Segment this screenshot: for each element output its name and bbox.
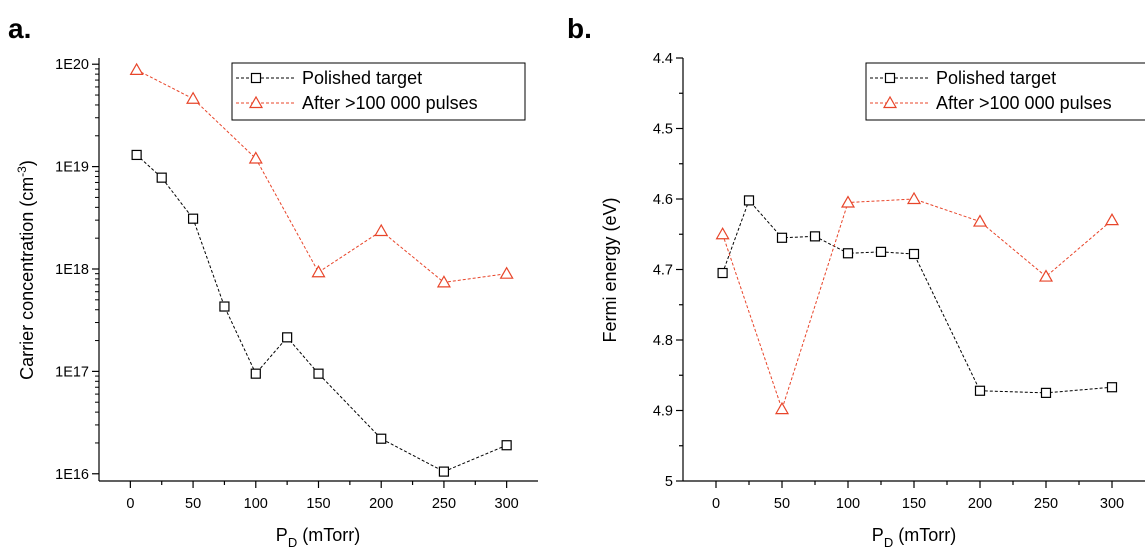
panel-b-data-point [840, 195, 856, 208]
panel-b-data-point [743, 195, 755, 206]
panel-a-y-tick-label: 1E19 [55, 160, 89, 176]
panel-b-legend-marker [884, 72, 896, 84]
panel-b-data-point [908, 248, 920, 260]
panel-a-x-axis-title: PD (mTorr) [276, 525, 360, 548]
panel-b-data-point [875, 246, 887, 257]
panel-a-series-line [136, 154, 507, 473]
panel-b-data-point [715, 227, 730, 240]
panel-b-y-tick-label: 4.4 [653, 51, 673, 67]
panel-b-data-point [972, 214, 988, 227]
panel-b-x-tick-label: 50 [774, 496, 790, 512]
panel-b-data-point [1106, 382, 1118, 393]
panel-b-y-tick-label: 4.5 [653, 122, 673, 138]
panel-a-carrier-concentration-chart: a. 0 50 100 150 200 250 300 1E16 1E17 1E18 1E19 1E20… [8, 13, 538, 548]
panel-a-data-point [129, 62, 144, 75]
panel-b-x-tick-label: 200 [968, 496, 992, 512]
panel-a-legend-marker [250, 72, 262, 84]
panel-b-x-tick-label: 100 [836, 496, 860, 512]
panel-a-data-point [156, 172, 167, 183]
panel-a-y-axis-title: Carrier concentration (cm-3) [15, 160, 37, 380]
panel-a-data-point [250, 368, 261, 379]
panel-a-data-point [282, 332, 293, 343]
panel-b-series-polished-target [717, 195, 1118, 398]
panel-b-data-point [717, 267, 728, 279]
panel-a-data-point [376, 433, 387, 444]
panel-b-legend-box [865, 62, 1145, 121]
panel-b-series-after-pulses [715, 191, 1120, 415]
panel-b-data-point [776, 232, 788, 243]
panel-a-y-tick-label: 1E17 [55, 364, 89, 380]
panel-b-data-point [1038, 269, 1054, 282]
panel-b-series-line [722, 198, 1113, 411]
panel-b-letter: b. [567, 13, 592, 44]
panel-b-legend-marker [882, 95, 898, 109]
panel-a-data-point [248, 151, 263, 164]
panel-a-legend-marker [248, 95, 264, 109]
panel-a-data-point [438, 466, 450, 477]
panel-b-legend-label: After >100 000 pulses [936, 93, 1112, 113]
panel-b-y-tick-label: 5 [665, 474, 673, 490]
panel-a-x-tick-label: 0 [126, 496, 134, 512]
panel-a-legend-label: After >100 000 pulses [302, 93, 478, 113]
panel-b-y-axis-title: Fermi energy (eV) [600, 197, 620, 342]
panel-a-x-tick-label: 300 [495, 496, 519, 512]
panel-a-data-point [311, 265, 326, 278]
panel-a-x-tick-label: 200 [369, 496, 393, 512]
panel-b-x-tick-label: 150 [902, 496, 926, 512]
panel-a-x-tick-label: 100 [244, 496, 268, 512]
panel-b-y-tick-label: 4.6 [653, 192, 673, 208]
panel-a-data-point [374, 223, 389, 237]
panel-b-data-point [1104, 212, 1120, 226]
panel-a-x-tick-label: 50 [185, 496, 201, 512]
panel-a-series-polished-target [131, 149, 512, 477]
panel-a-data-point [313, 368, 324, 379]
panel-b-data-point [1040, 387, 1052, 398]
panel-b-data-point [842, 248, 854, 259]
panel-a-y-tick-label: 1E20 [55, 57, 89, 73]
panel-b-x-tick-label: 250 [1034, 496, 1058, 512]
panel-a-data-point [186, 91, 201, 104]
panel-a-legend: Polished target After >100 000 pulses [231, 62, 526, 121]
panel-a-data-point [219, 301, 230, 312]
panel-b-data-point [906, 191, 922, 205]
panel-b-fermi-energy-chart: b. 0 50 100 150 200 250 300 4.4 4.5 4.6 4.7 4.8 4.9 5 F… [567, 13, 1145, 548]
panel-a-series-after-pulses [129, 62, 514, 288]
panel-b-y-tick-label: 4.9 [653, 404, 673, 420]
panel-a-data-point [436, 275, 451, 288]
panel-a-data-point [187, 213, 199, 224]
panel-a-legend-box [231, 62, 526, 121]
panel-a-data-point [131, 149, 142, 161]
panel-b-y-tick-label: 4.8 [653, 333, 673, 349]
panel-b-x-tick-label: 300 [1100, 496, 1124, 512]
panel-a-legend-label: Polished target [302, 68, 422, 88]
panel-a-data-point [501, 440, 512, 451]
panel-b-data-point [809, 231, 821, 242]
panel-b-data-point [774, 401, 790, 415]
panel-b-y-tick-label: 4.7 [653, 263, 673, 279]
panel-a-data-point [499, 266, 514, 279]
panel-b-legend: Polished target After >100 000 pulses [865, 62, 1145, 121]
panel-a-letter: a. [8, 13, 31, 44]
panel-a-x-tick-label: 250 [432, 496, 456, 512]
panel-a-y-tick-label: 1E16 [55, 467, 89, 483]
panel-b-series-line [722, 199, 1113, 394]
panel-b-x-tick-label: 0 [712, 496, 720, 512]
panel-a-y-tick-label: 1E18 [55, 262, 89, 278]
panel-b-data-point [974, 385, 986, 396]
panel-a-x-tick-label: 150 [306, 496, 330, 512]
panel-b-x-axis-title: PD (mTorr) [872, 525, 956, 548]
panel-b-legend-label: Polished target [936, 68, 1056, 88]
